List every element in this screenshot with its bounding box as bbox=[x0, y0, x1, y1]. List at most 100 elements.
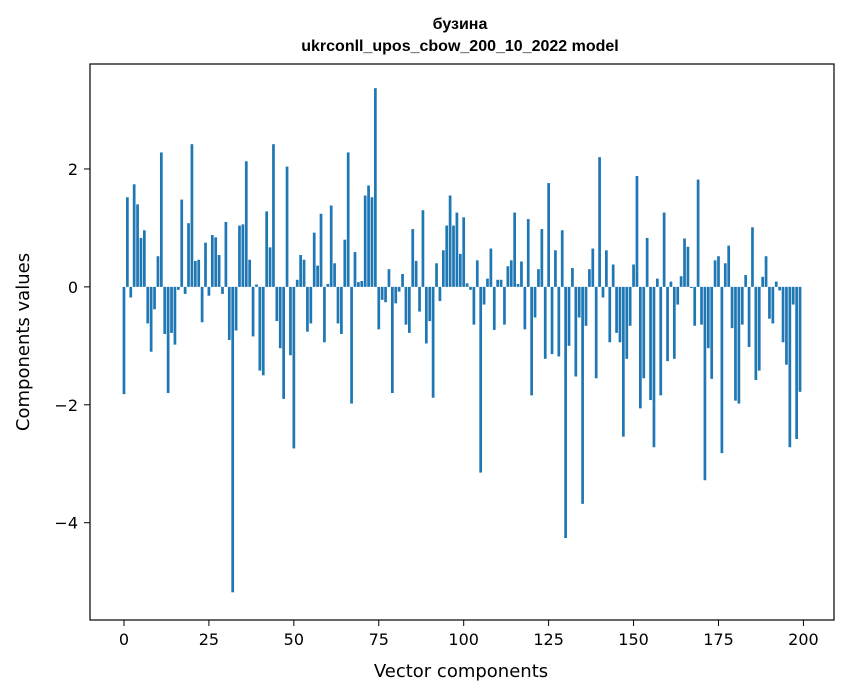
x-tick-label: 200 bbox=[788, 630, 819, 649]
bar-43 bbox=[268, 247, 272, 287]
bar-27 bbox=[214, 237, 218, 287]
bar-59 bbox=[323, 286, 326, 343]
bar-0 bbox=[122, 286, 126, 395]
bar-49 bbox=[289, 286, 292, 356]
bar-103 bbox=[472, 286, 476, 325]
bar-114 bbox=[509, 260, 513, 287]
y-tick-label: −4 bbox=[54, 514, 78, 533]
bar-189 bbox=[764, 256, 768, 287]
bar-64 bbox=[340, 286, 343, 335]
bar-39 bbox=[255, 284, 258, 287]
bar-54 bbox=[306, 286, 309, 332]
bar-186 bbox=[754, 286, 758, 381]
bar-81 bbox=[397, 286, 401, 292]
bar-85 bbox=[411, 229, 415, 287]
bar-119 bbox=[526, 219, 530, 287]
bar-163 bbox=[676, 286, 680, 305]
bar-2 bbox=[129, 286, 133, 298]
bar-167 bbox=[689, 286, 693, 289]
bar-183 bbox=[744, 275, 748, 287]
bar-198 bbox=[795, 286, 798, 439]
chart-title-line2: ukrconll_upos_cbow_200_10_2022 model bbox=[301, 38, 618, 55]
bar-108 bbox=[489, 248, 493, 287]
bar-195 bbox=[785, 286, 788, 365]
bar-68 bbox=[353, 252, 357, 287]
bar-143 bbox=[608, 286, 612, 343]
bar-112 bbox=[503, 286, 506, 325]
bar-174 bbox=[713, 260, 717, 287]
bar-28 bbox=[217, 255, 221, 287]
bar-139 bbox=[594, 286, 598, 379]
x-tick-label: 50 bbox=[284, 630, 304, 649]
bar-76 bbox=[380, 286, 384, 300]
bar-11 bbox=[159, 152, 163, 287]
bar-138 bbox=[591, 248, 595, 287]
bar-137 bbox=[588, 269, 591, 287]
bar-35 bbox=[241, 224, 245, 287]
bar-125 bbox=[547, 183, 550, 287]
bar-171 bbox=[703, 286, 707, 481]
bar-91 bbox=[431, 286, 435, 398]
bar-179 bbox=[730, 286, 734, 329]
bar-84 bbox=[407, 286, 411, 333]
bar-191 bbox=[771, 286, 775, 324]
bar-100 bbox=[462, 217, 466, 287]
bar-21 bbox=[193, 260, 197, 287]
bar-57 bbox=[316, 265, 319, 287]
bar-86 bbox=[414, 260, 418, 287]
x-tick-label: 100 bbox=[448, 630, 479, 649]
bar-185 bbox=[751, 227, 754, 287]
bar-113 bbox=[506, 266, 510, 287]
bar-90 bbox=[428, 286, 432, 322]
plot-frame bbox=[89, 63, 835, 621]
bar-15 bbox=[173, 286, 177, 345]
bar-55 bbox=[309, 286, 313, 324]
bar-77 bbox=[384, 286, 387, 303]
bar-102 bbox=[469, 286, 472, 290]
bar-107 bbox=[486, 278, 489, 287]
bar-141 bbox=[601, 286, 605, 298]
bar-66 bbox=[346, 152, 350, 287]
bar-82 bbox=[401, 273, 404, 287]
bar-161 bbox=[669, 281, 673, 287]
bar-116 bbox=[516, 283, 520, 287]
bar-192 bbox=[774, 281, 778, 287]
bar-165 bbox=[683, 238, 686, 287]
bar-41 bbox=[261, 286, 265, 376]
bar-149 bbox=[628, 286, 632, 326]
bar-7 bbox=[146, 286, 150, 324]
bar-88 bbox=[421, 210, 425, 287]
bar-32 bbox=[231, 286, 235, 593]
bar-146 bbox=[618, 286, 622, 343]
bar-193 bbox=[778, 286, 781, 291]
bar-73 bbox=[370, 197, 374, 287]
x-tick-label: 150 bbox=[618, 630, 649, 649]
bar-118 bbox=[523, 286, 527, 330]
bar-126 bbox=[550, 286, 554, 355]
bar-9 bbox=[153, 286, 156, 310]
bar-8 bbox=[149, 286, 153, 352]
bar-151 bbox=[635, 176, 639, 287]
chart-title-line1: бузина bbox=[433, 16, 488, 33]
bar-187 bbox=[757, 286, 761, 371]
bar-157 bbox=[655, 278, 659, 287]
bar-147 bbox=[622, 286, 625, 437]
bar-47 bbox=[282, 286, 285, 399]
bar-79 bbox=[391, 286, 394, 393]
bar-37 bbox=[248, 259, 252, 287]
bar-148 bbox=[625, 286, 629, 359]
bar-159 bbox=[662, 212, 666, 287]
bar-111 bbox=[499, 279, 503, 287]
bar-134 bbox=[577, 286, 581, 318]
bar-199 bbox=[798, 286, 802, 392]
bar-20 bbox=[190, 144, 194, 287]
bar-129 bbox=[560, 230, 564, 287]
bar-22 bbox=[197, 259, 201, 287]
y-axis-label: Components values bbox=[13, 253, 34, 431]
bar-93 bbox=[438, 286, 442, 302]
bar-44 bbox=[272, 144, 275, 287]
bar-74 bbox=[374, 88, 377, 287]
bar-105 bbox=[479, 286, 483, 473]
bar-135 bbox=[581, 286, 584, 504]
bar-1 bbox=[126, 197, 129, 287]
